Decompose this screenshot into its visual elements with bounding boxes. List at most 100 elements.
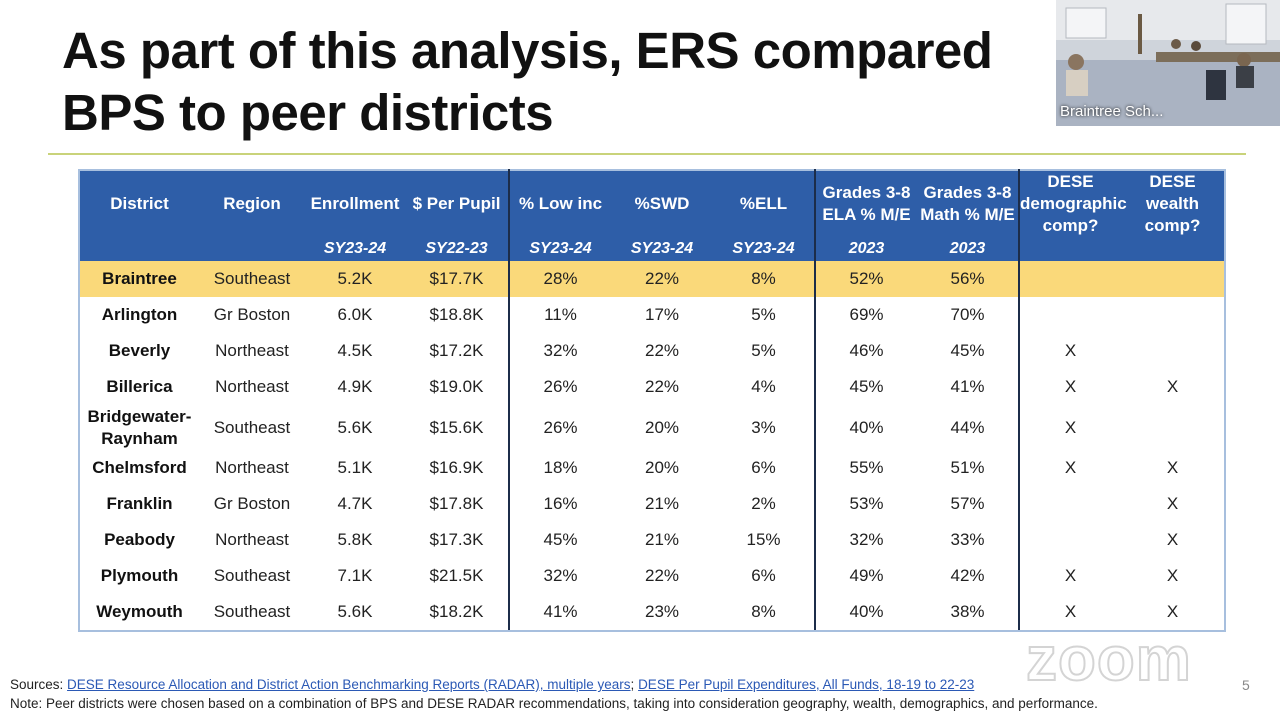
table-cell: 16% <box>508 486 611 522</box>
table-cell: 5.1K <box>337 458 373 477</box>
table-cell: X <box>1166 377 1179 396</box>
table-cell: 2% <box>751 494 776 513</box>
table-cell: 26% <box>508 405 611 450</box>
table-cell: X <box>1018 558 1121 594</box>
table-cell: X <box>1166 530 1179 549</box>
table-cell: 6% <box>751 458 776 477</box>
table-row: Bridgewater-Raynham Southeast 5.6K $15.6K 26… <box>79 405 1225 450</box>
zoom-watermark-logo: zoom <box>1025 624 1192 695</box>
table-cell: 4.7K <box>337 494 373 513</box>
col-header: Grades 3-8 Math % M/E <box>917 170 1019 237</box>
table-cell: 3% <box>751 417 776 437</box>
table-cell: X <box>1018 594 1121 632</box>
table-cell: 20% <box>644 417 680 437</box>
table-cell: $17.2K <box>429 341 484 360</box>
table-cell: 5% <box>751 341 776 360</box>
table-cell: 4% <box>751 377 776 396</box>
table-cell: 45% <box>508 522 611 558</box>
table-cell: X <box>1018 333 1121 369</box>
table-cell: 26% <box>508 369 611 405</box>
col-subheader <box>199 237 305 261</box>
district-name-cell: Peabody <box>104 530 175 549</box>
table-cell: Gr Boston <box>213 494 291 513</box>
table-cell <box>1121 297 1225 333</box>
district-name-cell: Braintree <box>79 261 199 297</box>
per-pupil-expenditures-link[interactable]: DESE Per Pupil Expenditures, All Funds, … <box>638 677 975 692</box>
table-cell: 11% <box>508 297 611 333</box>
table-cell <box>1018 261 1121 297</box>
table-cell: 55% <box>814 450 917 486</box>
col-header: Region <box>199 170 305 237</box>
table-cell: Southeast <box>213 566 291 585</box>
table-cell <box>1018 486 1121 522</box>
peer-district-table: District Region Enrollment $ Per Pupil %… <box>78 169 1226 632</box>
table-cell: $21.5K <box>429 566 484 585</box>
table-cell: 44% <box>950 417 985 437</box>
sources-separator: ; <box>630 677 635 692</box>
table-cell <box>1018 522 1121 558</box>
district-name-cell: Plymouth <box>100 566 179 585</box>
table-cell: 45% <box>950 341 985 360</box>
video-feed-image <box>1056 0 1280 126</box>
table-cell: 21% <box>644 530 680 549</box>
col-header: DESE wealth comp? <box>1121 170 1225 237</box>
table-cell: 57% <box>950 494 985 513</box>
participant-video-tile[interactable]: Braintree Sch... <box>1056 0 1280 126</box>
table-cell: X <box>1018 369 1121 405</box>
table-cell: $17.3K <box>429 530 484 549</box>
table-cell: 5.6K <box>305 594 405 632</box>
col-subheader: SY23-24 <box>305 237 405 261</box>
table-cell: 56% <box>917 261 1019 297</box>
col-header: Grades 3-8 ELA % M/E <box>814 170 917 237</box>
table-cell: 46% <box>814 333 917 369</box>
table-cell: 69% <box>814 297 917 333</box>
col-header: Enrollment <box>305 170 405 237</box>
table-cell: $17.8K <box>429 494 484 513</box>
table-cell: 52% <box>814 261 917 297</box>
col-subheader <box>1018 237 1121 261</box>
col-subheader <box>79 237 199 261</box>
sources-line: Sources: DESE Resource Allocation and Di… <box>10 677 974 692</box>
table-row: Peabody Northeast 5.8K $17.3K 45% 21% 15% 32% 33… <box>79 522 1225 558</box>
table-cell: $18.2K <box>405 594 509 632</box>
footnote: Note: Peer districts were chosen based o… <box>10 696 1098 711</box>
table-cell <box>1121 261 1225 297</box>
table-cell: 6% <box>751 566 776 585</box>
table-cell: 49% <box>814 558 917 594</box>
district-name-cell: Beverly <box>108 341 171 360</box>
table-cell: X <box>1166 566 1179 585</box>
table-cell: Northeast <box>215 341 289 360</box>
table-cell: Northeast <box>215 377 289 396</box>
table-row: Chelmsford Northeast 5.1K $16.9K 18% 20% 6% 55%… <box>79 450 1225 486</box>
col-subheader: SY23-24 <box>611 237 713 261</box>
title-divider <box>48 153 1246 155</box>
table-cell: 41% <box>950 377 985 396</box>
radar-reports-link[interactable]: DESE Resource Allocation and District Ac… <box>67 677 631 692</box>
table-body: Braintree Southeast 5.2K $17.7K 28% 22% 8% 52% 5… <box>79 261 1225 632</box>
table-cell: 4.9K <box>337 377 373 396</box>
table-cell: 51% <box>950 458 985 477</box>
table-cell: 32% <box>508 333 611 369</box>
table-cell: X <box>1166 458 1179 477</box>
table-cell: 7.1K <box>337 566 373 585</box>
table-cell: 42% <box>950 566 985 585</box>
slide-page-number: 5 <box>1242 677 1250 693</box>
table-cell: 40% <box>814 594 917 632</box>
col-header: District <box>79 170 199 237</box>
table-cell: Southeast <box>199 261 305 297</box>
table-cell: Northeast <box>215 530 289 549</box>
table-cell: 5% <box>751 305 776 324</box>
table-row: Weymouth Southeast 5.6K $18.2K 41% 23% 8% 40% 38… <box>79 594 1225 632</box>
table-row: Arlington Gr Boston 6.0K $18.8K 11% 17% 5% 69% 7… <box>79 297 1225 333</box>
table-cell: Gr Boston <box>213 305 291 324</box>
col-header: %ELL <box>713 170 815 237</box>
table-cell: $17.7K <box>405 261 509 297</box>
table-cell: 41% <box>508 594 611 632</box>
table-cell <box>1121 405 1225 450</box>
table-row: Franklin Gr Boston 4.7K $17.8K 16% 21% 2% 53% 57… <box>79 486 1225 522</box>
slide-title: As part of this analysis, ERS compared B… <box>62 22 993 141</box>
table-cell: 38% <box>917 594 1019 632</box>
table-cell: Southeast <box>213 417 291 437</box>
table-cell: Northeast <box>215 458 289 477</box>
table-cell: 23% <box>611 594 713 632</box>
